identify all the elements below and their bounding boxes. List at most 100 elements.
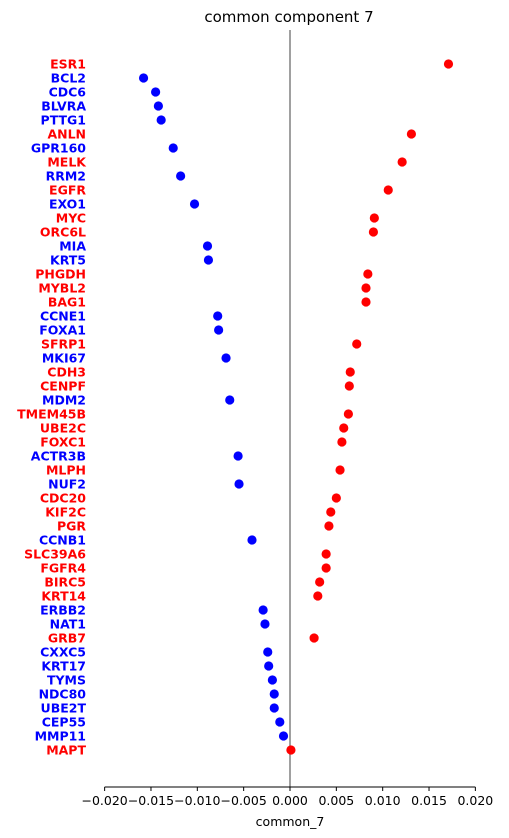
data-point [286,745,296,755]
data-point [337,437,347,447]
data-point [363,269,373,279]
x-tick-label: 0.015 [411,793,447,808]
gene-label: ERBB2 [40,603,86,618]
data-point [443,59,454,69]
x-tick-label: 0.020 [457,793,493,808]
gene-label: MAPT [46,743,86,758]
data-point [151,87,161,97]
gene-label: GRB7 [48,631,86,646]
gene-label: CDC6 [49,85,87,100]
gene-label: TMEM45B [17,407,86,422]
gene-label: MMP11 [35,729,86,744]
data-point [344,381,354,391]
gene-label: UBE2C [40,421,86,436]
x-axis-label: common_7 [256,814,325,829]
gene-label: SLC39A6 [24,547,86,562]
data-point [202,241,213,251]
gene-label: ESR1 [50,57,86,72]
gene-label: ORC6L [40,225,86,240]
gene-label: BCL2 [51,71,86,86]
gene-label: FOXC1 [40,435,86,450]
gene-label: PGR [57,519,86,534]
data-point [278,731,289,741]
data-point [213,311,223,321]
data-points [138,59,454,755]
data-point [406,129,417,139]
gene-label: MYC [56,211,86,226]
gene-label: CCNE1 [40,309,86,324]
data-point [331,493,341,503]
data-point [335,465,345,475]
chart-title: common component 7 [204,8,373,26]
data-point [233,451,243,461]
gene-label: PHGDH [35,267,86,282]
data-point [352,339,362,349]
data-point [203,255,214,265]
gene-label: EXO1 [49,197,86,212]
gene-label: FOXA1 [39,323,86,338]
x-tick-label: 0.010 [365,793,401,808]
data-point [264,661,274,671]
data-point [247,535,257,545]
gene-label: MKI67 [42,351,86,366]
gene-label: BLVRA [41,99,86,114]
x-tick-label: −0.005 [221,793,267,808]
data-point [176,171,186,181]
data-point [345,367,355,377]
data-point [275,717,285,727]
gene-label: KRT14 [41,589,86,604]
x-tick-label: −0.010 [174,793,220,808]
x-tick-label: 0.005 [318,793,354,808]
x-tick-label: −0.015 [128,793,174,808]
gene-labels: ESR1BCL2CDC6BLVRAPTTG1ANLNGPR160MELKRRM2… [17,57,87,758]
data-point [324,521,334,531]
data-point [156,115,166,125]
gene-label: TYMS [47,673,86,688]
gene-label: RRM2 [46,169,86,184]
gene-label: NDC80 [39,687,87,702]
data-point [326,507,336,517]
data-point [343,409,353,419]
gene-label: KRT17 [41,659,86,674]
gene-label: FGFR4 [40,561,86,576]
data-point [368,227,379,237]
data-point [315,577,325,587]
gene-label: BAG1 [48,295,86,310]
gene-label: MELK [47,155,87,170]
gene-label: CDH3 [47,365,86,380]
gene-label: GPR160 [31,141,86,156]
gene-label: ANLN [47,127,86,142]
gene-label: KIF2C [45,505,86,520]
data-point [168,143,178,153]
gene-label: CEP55 [42,715,86,730]
gene-label: SFRP1 [41,337,86,352]
gene-label: NAT1 [50,617,86,632]
data-point [269,703,279,713]
data-point [339,423,349,433]
data-point [321,549,331,559]
data-point [234,479,244,489]
gene-label: ACTR3B [31,449,86,464]
gene-label: MDM2 [42,393,86,408]
data-point [263,647,273,657]
data-point [260,619,270,629]
data-point [258,605,268,615]
gene-label: NUF2 [48,477,86,492]
data-point [221,353,231,363]
data-point [383,185,393,195]
data-point [321,563,331,573]
x-tick-label: 0.000 [272,793,308,808]
data-point [309,633,319,643]
x-tick-label: −0.020 [82,793,128,808]
gene-label: UBE2T [41,701,87,716]
gene-label: CENPF [40,379,86,394]
gene-label: MLPH [46,463,86,478]
data-point [361,283,371,293]
gene-label: MYBL2 [38,281,86,296]
x-axis-ticks: −0.020 −0.015 −0.010 −0.005 0.000 0.005 0.010 0… [82,787,493,808]
data-point [214,325,224,335]
gene-label: MIA [59,239,86,254]
data-point [225,395,235,405]
data-point [269,689,279,699]
data-point [189,199,200,209]
